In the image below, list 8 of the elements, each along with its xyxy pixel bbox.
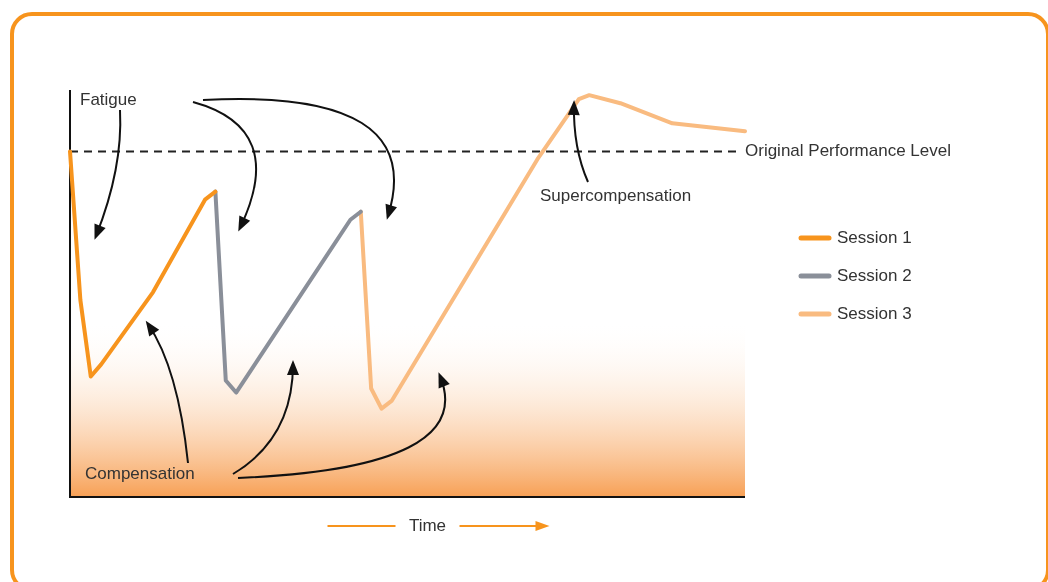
- legend-label: Session 1: [837, 227, 912, 247]
- annotation: Compensation: [85, 463, 195, 483]
- legend-label: Session 2: [837, 265, 912, 285]
- annotation: Fatigue: [80, 89, 137, 109]
- ref-line-label: Original Performance Level: [745, 141, 951, 161]
- annotation: Supercompensation: [540, 185, 692, 205]
- x-axis-title: Time: [408, 515, 447, 535]
- legend-label: Session 3: [837, 303, 912, 323]
